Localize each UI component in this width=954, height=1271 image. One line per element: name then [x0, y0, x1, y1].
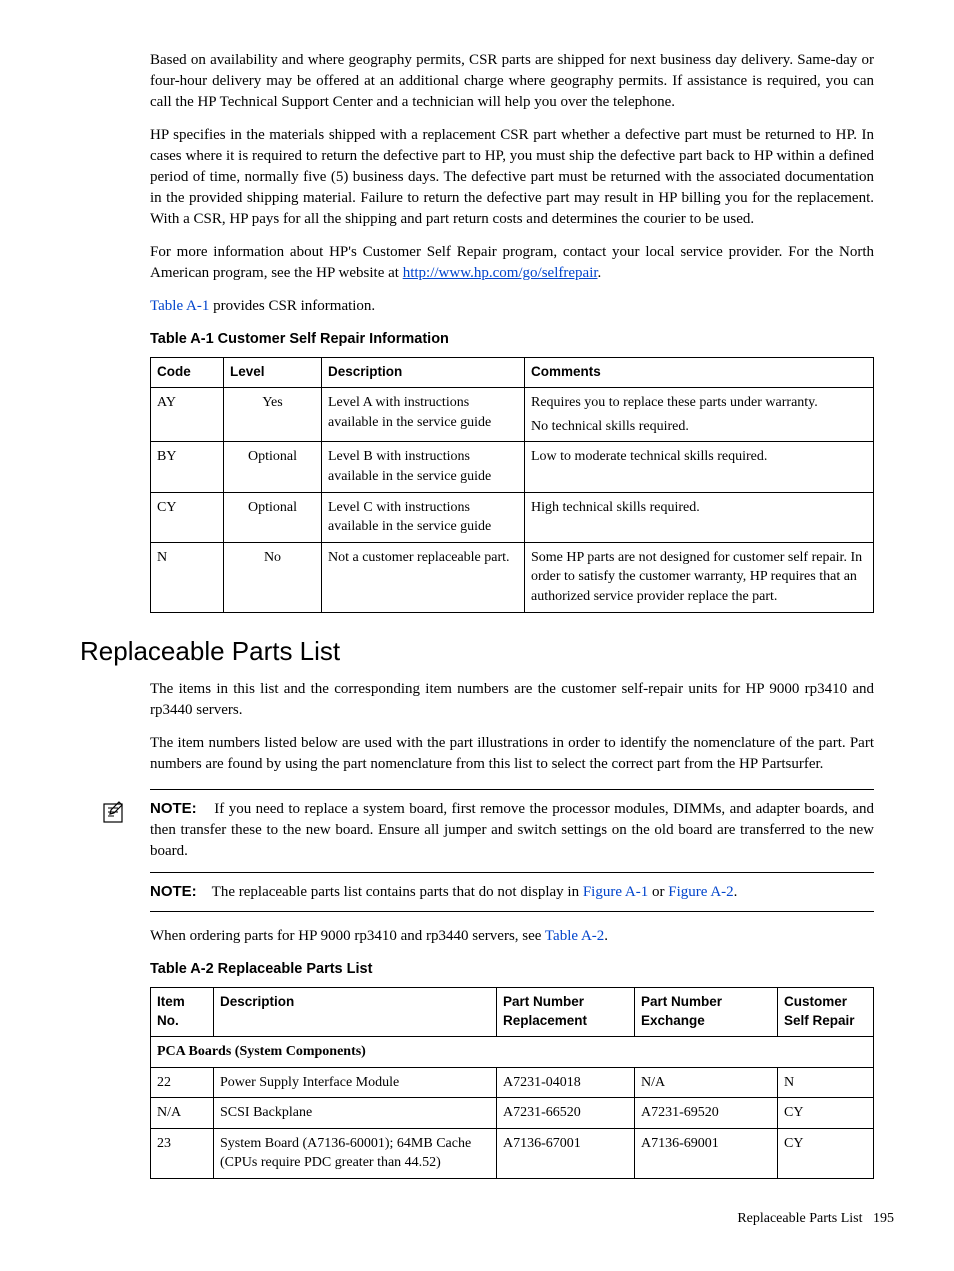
text: .	[598, 265, 602, 281]
table-cell: Requires you to replace these parts unde…	[525, 388, 874, 442]
note-label: NOTE:	[150, 883, 197, 900]
note-text: or	[648, 884, 668, 900]
table-cell: BY	[151, 442, 224, 492]
table-cell: Optional	[224, 442, 322, 492]
body-paragraph: Table A-1 provides CSR information.	[150, 296, 874, 317]
table-ref[interactable]: Table A-1	[150, 298, 209, 314]
table-a2-title: Table A-2 Replaceable Parts List	[150, 959, 874, 979]
table-cell: SCSI Backplane	[214, 1098, 497, 1129]
section-paragraph: The item numbers listed below are used w…	[150, 733, 874, 775]
table-cell: Some HP parts are not designed for custo…	[525, 542, 874, 612]
table-cell: N/A	[635, 1067, 778, 1098]
body-paragraph: For more information about HP's Customer…	[150, 242, 874, 284]
note-label: NOTE:	[150, 800, 197, 817]
table-cell: High technical skills required.	[525, 492, 874, 542]
table-cell: CY	[151, 492, 224, 542]
table-row: 23System Board (A7136-60001); 64MB Cache…	[151, 1128, 874, 1178]
table-cell: A7136-69001	[635, 1128, 778, 1178]
table-row: N/ASCSI BackplaneA7231-66520A7231-69520C…	[151, 1098, 874, 1129]
table-ref[interactable]: Table A-2	[545, 928, 604, 944]
table-a1: CodeLevelDescriptionCommentsAYYesLevel A…	[150, 357, 874, 612]
note-text: If you need to replace a system board, f…	[150, 801, 874, 859]
page-footer: Replaceable Parts List 195	[80, 1209, 894, 1229]
table-header: Comments	[525, 358, 874, 388]
body-paragraph: Based on availability and where geograph…	[150, 50, 874, 113]
table-cell: AY	[151, 388, 224, 442]
table-cell: 23	[151, 1128, 214, 1178]
table-cell: N/A	[151, 1098, 214, 1129]
table-cell: A7231-69520	[635, 1098, 778, 1129]
table-cell: Low to moderate technical skills require…	[525, 442, 874, 492]
note-block: NOTE: If you need to replace a system bo…	[150, 789, 874, 912]
table-cell: 22	[151, 1067, 214, 1098]
table-header: Description	[214, 988, 497, 1037]
table-row: AYYesLevel A with instructions available…	[151, 388, 874, 442]
table-cell: CY	[778, 1128, 874, 1178]
note-text: .	[734, 884, 738, 900]
table-row: CYOptionalLevel C with instructions avai…	[151, 492, 874, 542]
table-cell: Level C with instructions available in t…	[322, 492, 525, 542]
table-cell: System Board (A7136-60001); 64MB Cache (…	[214, 1128, 497, 1178]
text: .	[604, 928, 608, 944]
table-header: Part Number Replacement	[497, 988, 635, 1037]
table-a1-title: Table A-1 Customer Self Repair Informati…	[150, 329, 874, 349]
text: provides CSR information.	[209, 298, 375, 314]
table-row: 22Power Supply Interface ModuleA7231-040…	[151, 1067, 874, 1098]
table-header: Description	[322, 358, 525, 388]
table-cell: Power Supply Interface Module	[214, 1067, 497, 1098]
table-cell: Level B with instructions available in t…	[322, 442, 525, 492]
table-cell: Not a customer replaceable part.	[322, 542, 525, 612]
table-cell: A7231-04018	[497, 1067, 635, 1098]
figure-ref[interactable]: Figure A-1	[583, 884, 648, 900]
figure-ref[interactable]: Figure A-2	[668, 884, 733, 900]
table-cell: A7136-67001	[497, 1128, 635, 1178]
table-a2: Item No.DescriptionPart Number Replaceme…	[150, 987, 874, 1179]
table-header: Customer Self Repair	[778, 988, 874, 1037]
table-row: NNoNot a customer replaceable part.Some …	[151, 542, 874, 612]
table-cell: PCA Boards (System Components)	[151, 1037, 874, 1068]
table-cell: Yes	[224, 388, 322, 442]
table-row: BYOptionalLevel B with instructions avai…	[151, 442, 874, 492]
text: When ordering parts for HP 9000 rp3410 a…	[150, 928, 545, 944]
section-heading: Replaceable Parts List	[80, 633, 874, 669]
table-header: Part Number Exchange	[635, 988, 778, 1037]
table-cell: Optional	[224, 492, 322, 542]
ordering-paragraph: When ordering parts for HP 9000 rp3410 a…	[150, 926, 874, 947]
table-cell: N	[778, 1067, 874, 1098]
section-paragraph: The items in this list and the correspon…	[150, 679, 874, 721]
page-number: 195	[873, 1211, 894, 1226]
body-paragraph: HP specifies in the materials shipped wi…	[150, 125, 874, 230]
table-header: Item No.	[151, 988, 214, 1037]
table-cell: A7231-66520	[497, 1098, 635, 1129]
table-category-row: PCA Boards (System Components)	[151, 1037, 874, 1068]
footer-text: Replaceable Parts List	[737, 1211, 862, 1226]
note-icon	[100, 798, 128, 837]
selfrepair-link[interactable]: http://www.hp.com/go/selfrepair	[403, 265, 598, 281]
table-cell: CY	[778, 1098, 874, 1129]
table-cell: No	[224, 542, 322, 612]
note-text: The replaceable parts list contains part…	[212, 884, 583, 900]
table-header: Code	[151, 358, 224, 388]
table-header: Level	[224, 358, 322, 388]
table-cell: N	[151, 542, 224, 612]
table-cell: Level A with instructions available in t…	[322, 388, 525, 442]
